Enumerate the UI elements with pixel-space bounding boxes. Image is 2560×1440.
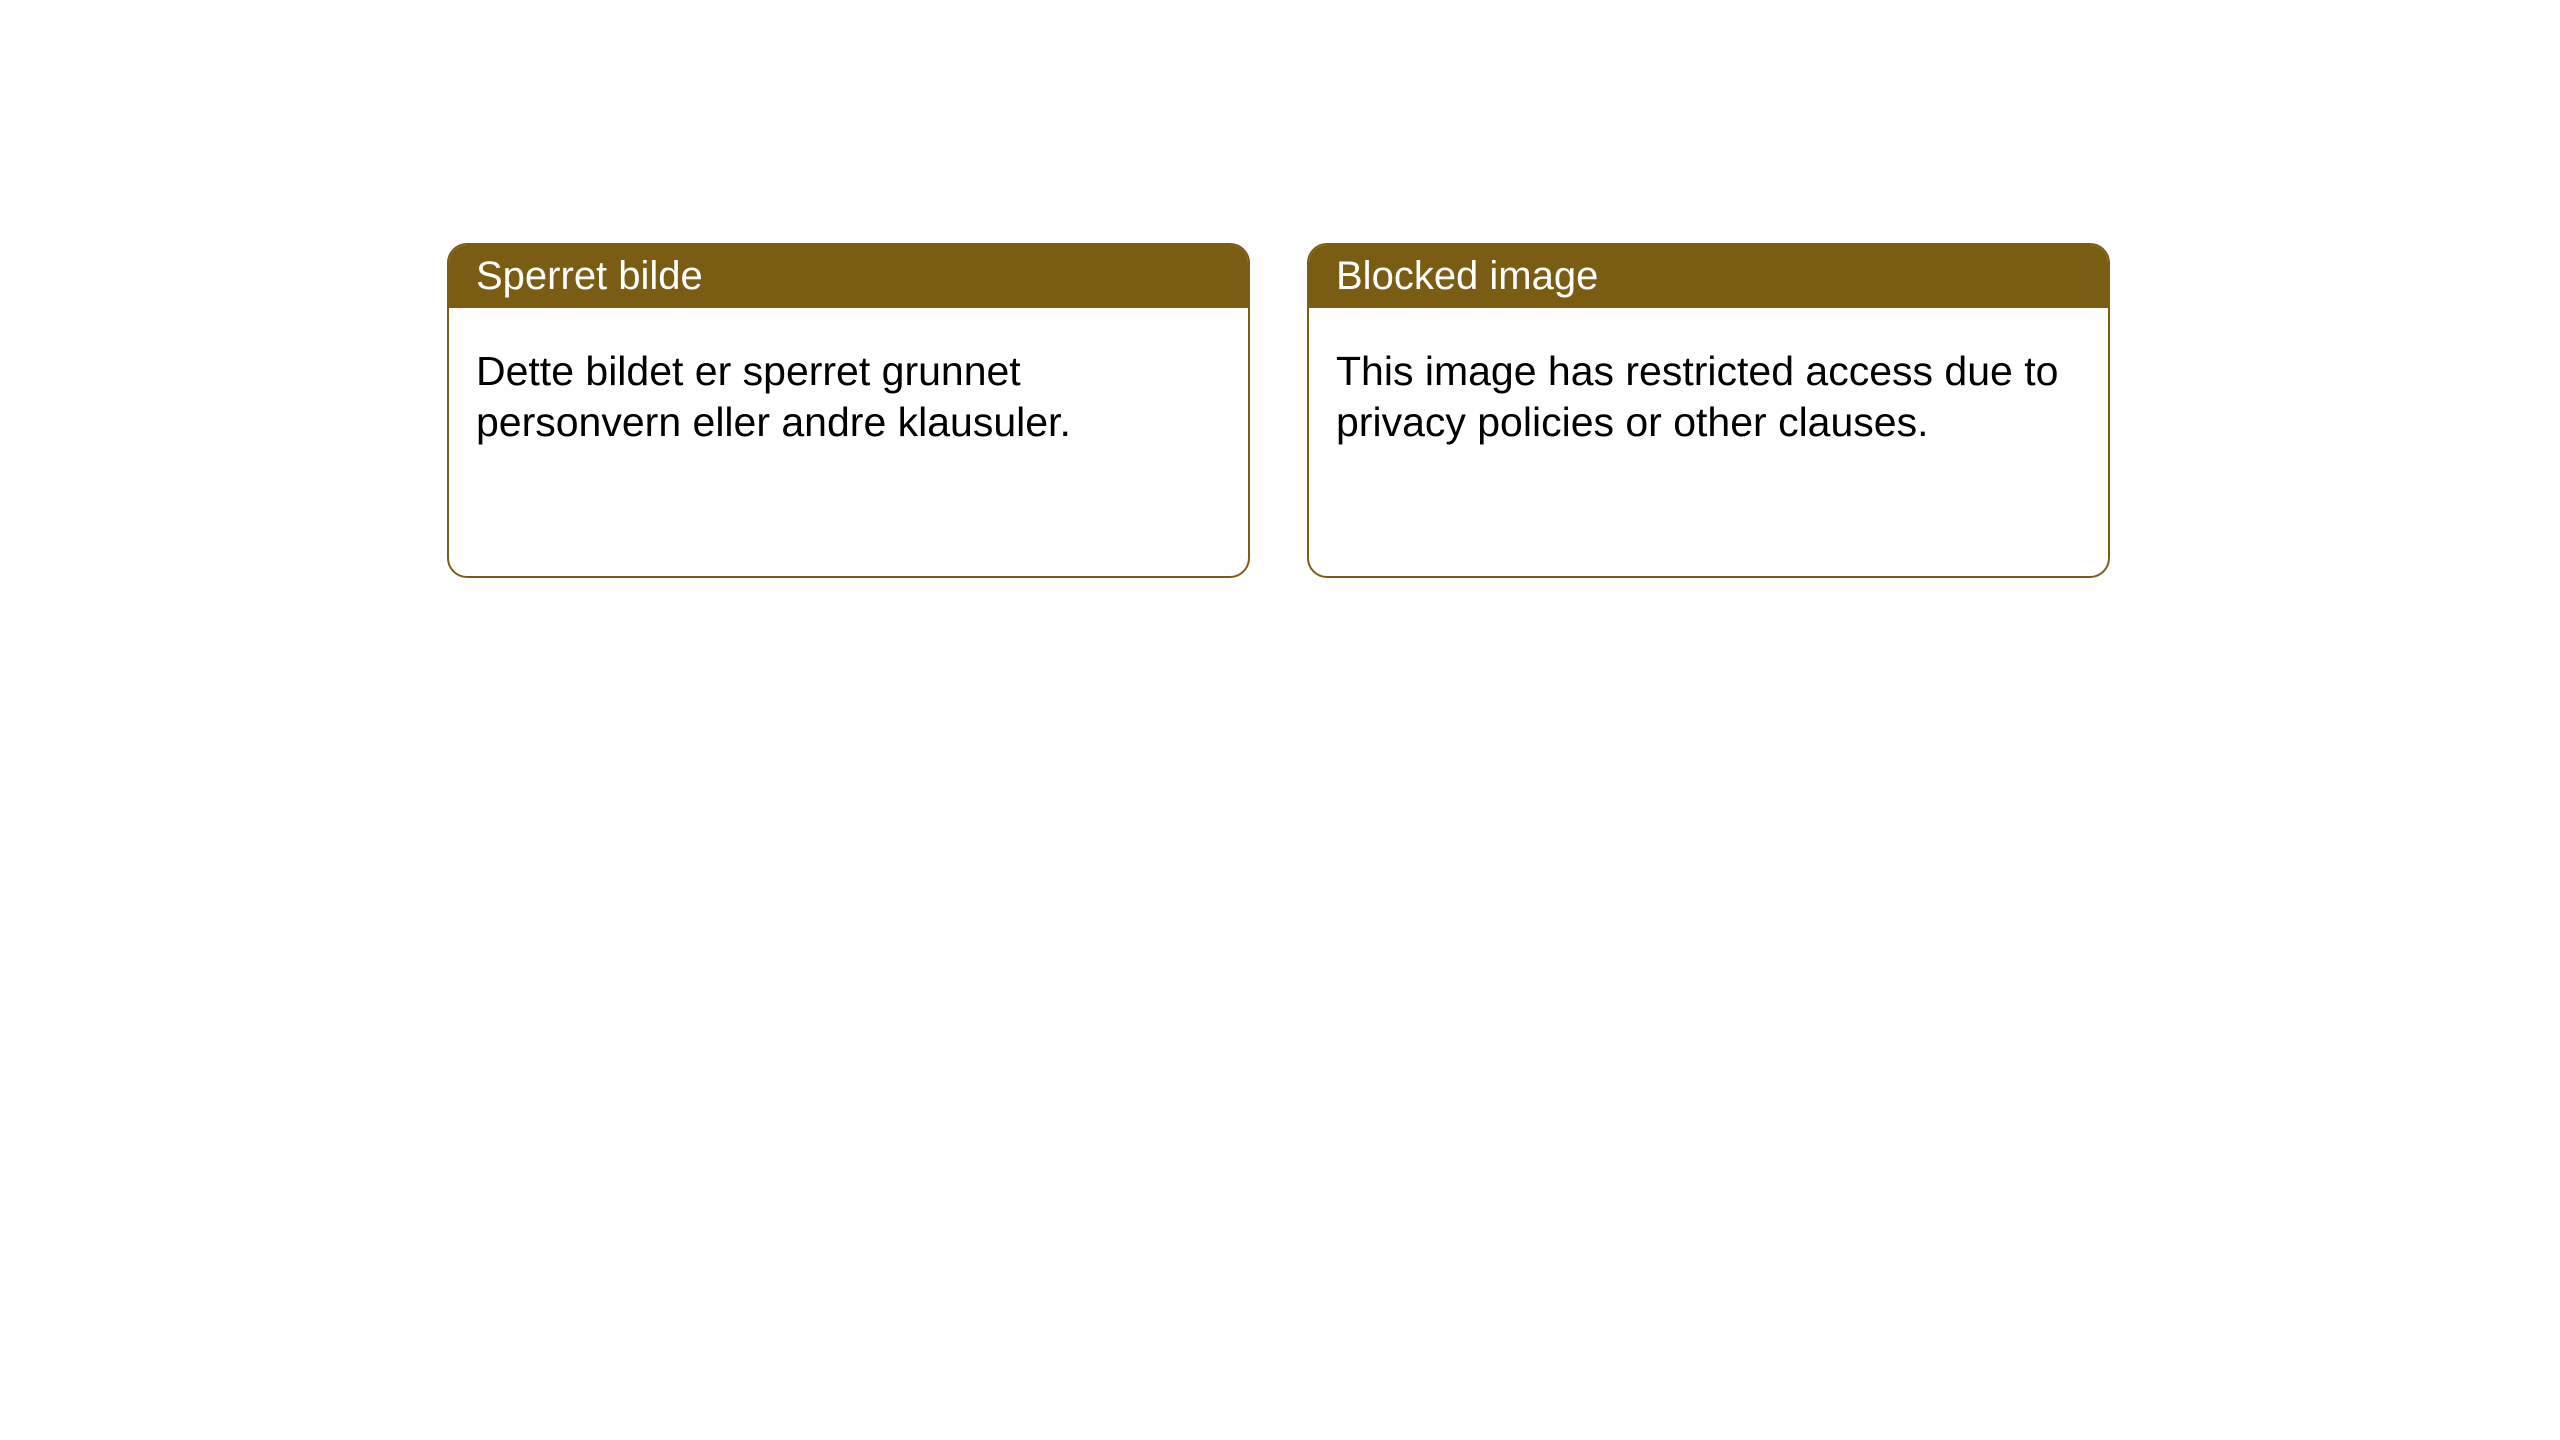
notice-header: Blocked image (1309, 245, 2108, 308)
notice-card-norwegian: Sperret bilde Dette bildet er sperret gr… (447, 243, 1250, 578)
notice-message: This image has restricted access due to … (1336, 348, 2058, 445)
notice-container: Sperret bilde Dette bildet er sperret gr… (0, 0, 2560, 578)
notice-body: Dette bildet er sperret grunnet personve… (449, 308, 1248, 487)
notice-card-english: Blocked image This image has restricted … (1307, 243, 2110, 578)
notice-message: Dette bildet er sperret grunnet personve… (476, 348, 1071, 445)
notice-title: Sperret bilde (476, 254, 703, 298)
notice-title: Blocked image (1336, 254, 1598, 298)
notice-header: Sperret bilde (449, 245, 1248, 308)
notice-body: This image has restricted access due to … (1309, 308, 2108, 487)
